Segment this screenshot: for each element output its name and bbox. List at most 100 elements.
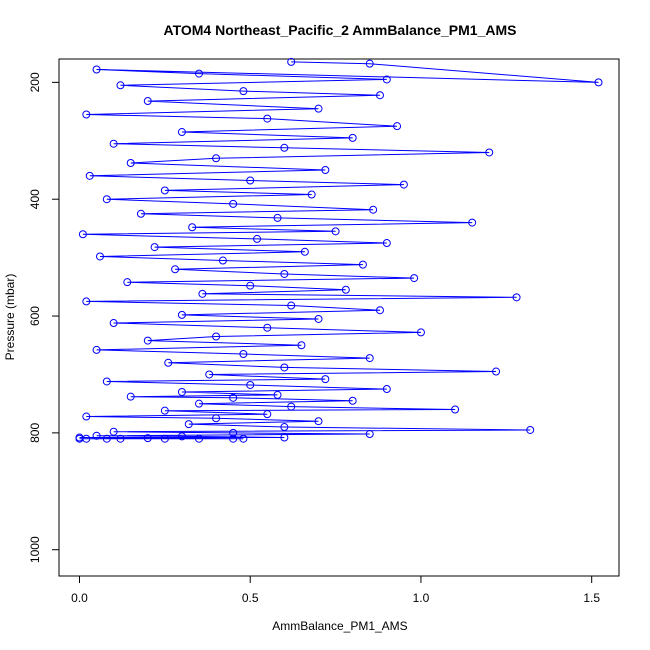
y-tick-label: 800 — [28, 423, 42, 443]
data-point — [314, 314, 323, 323]
data-point — [485, 148, 494, 157]
data-point — [492, 367, 501, 376]
data-point — [102, 434, 111, 443]
data-point — [246, 281, 255, 290]
data-point — [95, 252, 104, 261]
data-point — [382, 75, 391, 84]
data-point — [205, 370, 214, 379]
data-point — [188, 223, 197, 232]
data-point — [143, 434, 152, 443]
data-point — [468, 218, 477, 227]
data-point — [307, 190, 316, 199]
data-point — [229, 434, 238, 443]
data-point — [273, 390, 282, 399]
data-point — [297, 341, 306, 350]
series-line — [79, 61, 599, 440]
data-point — [82, 412, 91, 421]
data-point — [143, 97, 152, 106]
data-point — [109, 427, 118, 436]
data-point — [75, 434, 84, 443]
data-point — [136, 209, 145, 218]
data-point — [109, 139, 118, 148]
data-point — [246, 380, 255, 389]
data-point — [348, 133, 357, 142]
data-point — [229, 393, 238, 402]
x-axis: 0.0 0.5 1.0 1.5 — [71, 575, 600, 605]
data-point — [280, 363, 289, 372]
data-point — [263, 410, 272, 419]
data-point — [92, 345, 101, 354]
data-point — [177, 387, 186, 396]
data-point — [280, 433, 289, 442]
data-point — [451, 405, 460, 414]
data-point — [82, 297, 91, 306]
plot-area — [75, 57, 603, 443]
data-point — [300, 247, 309, 256]
data-point — [375, 306, 384, 315]
plot-frame — [58, 58, 620, 577]
data-point — [287, 301, 296, 310]
y-tick-label: 200 — [28, 72, 42, 92]
data-point — [239, 434, 248, 443]
data-point — [410, 274, 419, 283]
data-point — [150, 243, 159, 252]
chart-title: ATOM4 Northeast_Pacific_2 AmmBalance_PM1… — [164, 22, 517, 38]
data-point — [331, 227, 340, 236]
data-point — [195, 434, 203, 443]
data-point — [82, 110, 91, 119]
data-point — [195, 399, 203, 408]
y-axis: 200 400 600 800 1000 — [28, 72, 60, 563]
data-point — [164, 358, 173, 367]
data-point — [123, 278, 132, 287]
x-tick-label: 1.0 — [413, 591, 430, 605]
data-point — [239, 350, 248, 359]
data-point — [273, 213, 282, 222]
data-point — [321, 375, 330, 384]
data-point — [341, 285, 350, 294]
data-point — [171, 265, 180, 274]
data-point — [85, 171, 94, 180]
data-point — [92, 65, 101, 74]
data-point — [280, 423, 289, 432]
y-tick-label: 1000 — [28, 536, 42, 563]
data-point — [287, 57, 296, 66]
data-point — [393, 122, 402, 131]
data-point — [184, 420, 193, 429]
data-point — [102, 195, 111, 204]
data-point — [177, 128, 186, 137]
data-point — [382, 385, 391, 394]
data-point — [314, 104, 323, 113]
data-point — [212, 154, 221, 163]
x-axis-label: AmmBalance_PM1_AMS — [272, 619, 407, 633]
data-point — [160, 434, 169, 443]
x-tick-label: 0.5 — [242, 591, 259, 605]
data-point — [229, 199, 238, 208]
data-point — [212, 332, 221, 341]
data-point — [160, 406, 169, 415]
data-point — [280, 269, 289, 278]
data-point — [160, 186, 169, 195]
data-point — [365, 354, 374, 363]
data-point — [263, 323, 272, 332]
data-point — [280, 143, 289, 152]
data-point — [212, 414, 221, 423]
data-point — [78, 230, 87, 239]
data-point — [195, 69, 203, 78]
data-point — [594, 78, 603, 87]
data-point — [116, 81, 125, 90]
data-point — [109, 319, 118, 328]
data-point — [399, 180, 408, 189]
y-tick-label: 600 — [28, 306, 42, 326]
data-point — [116, 434, 125, 443]
data-point — [358, 260, 367, 269]
x-tick-label: 1.5 — [583, 591, 600, 605]
data-point — [314, 417, 323, 426]
data-point — [416, 328, 425, 337]
data-point — [253, 234, 262, 243]
data-point — [375, 91, 384, 100]
data-point — [229, 428, 238, 437]
data-point — [287, 402, 296, 411]
data-point — [246, 176, 255, 185]
data-point — [526, 425, 535, 434]
